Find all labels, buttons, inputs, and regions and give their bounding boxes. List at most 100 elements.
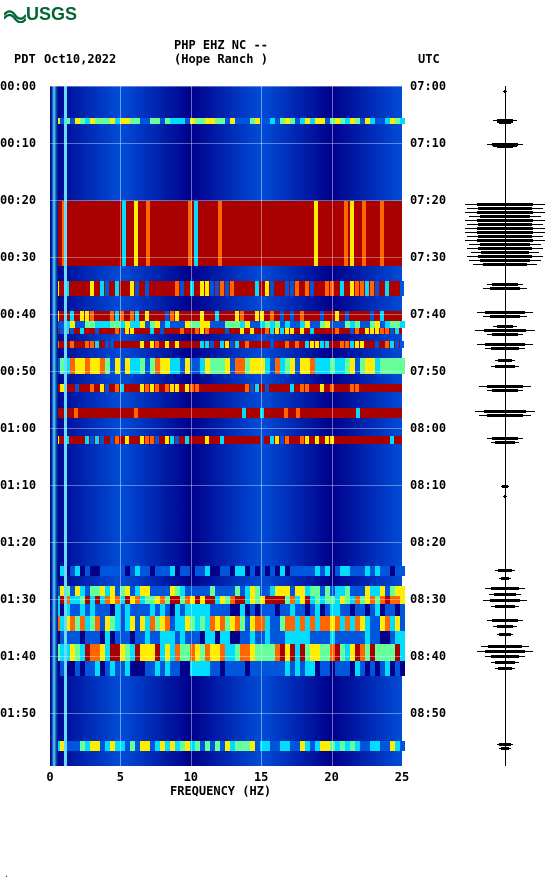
waveform-trace: [478, 209, 531, 210]
footnote: .: [4, 870, 9, 879]
spectrogram-band: [50, 124, 402, 201]
waveform-trace: [497, 327, 514, 328]
waveform-trace: [501, 579, 509, 580]
waveform-trace: [498, 571, 512, 572]
y-tick-left: 00:00: [0, 79, 36, 93]
spectrogram-band: [50, 296, 402, 311]
spectrogram-band: [50, 444, 402, 566]
spectrogram-band: [50, 616, 402, 631]
x-tick: 10: [184, 770, 198, 784]
waveform-trace: [504, 497, 507, 498]
waveform-trace: [495, 607, 515, 608]
waveform-trace: [487, 387, 523, 388]
gridline-v: [261, 86, 262, 766]
waveform-trace: [492, 391, 517, 392]
waveform-trace: [490, 289, 521, 290]
spectrogram-band: [50, 321, 402, 328]
y-tick-right: 08:40: [410, 649, 446, 663]
spectrogram-band: [50, 661, 402, 676]
spectrogram-band: [50, 408, 402, 418]
spectrogram-band: [50, 566, 402, 576]
waveform-trace: [488, 647, 522, 648]
y-tick-right: 07:30: [410, 250, 446, 264]
spectrogram-band: [50, 374, 402, 384]
tz-right-label: UTC: [418, 52, 440, 66]
x-axis-label: FREQUENCY (HZ): [170, 784, 271, 798]
x-tick: 0: [46, 770, 53, 784]
waveform-trace: [485, 652, 524, 653]
waveform-trace: [477, 221, 533, 222]
gridline-h: [50, 143, 402, 144]
spectrogram-band: [50, 596, 402, 604]
y-tick-right: 07:00: [410, 79, 446, 93]
waveform-trace: [495, 443, 515, 444]
spectrogram-plot: [50, 86, 402, 766]
waveform-trace: [498, 361, 512, 362]
waveform-trace: [491, 657, 519, 658]
waveform-trace: [477, 205, 533, 206]
gridline-v: [120, 86, 121, 766]
y-tick-right: 08:20: [410, 535, 446, 549]
gridline-h: [50, 656, 402, 657]
spectrogram-band: [50, 266, 402, 281]
waveform-trace: [484, 412, 526, 413]
y-tick-left: 00:40: [0, 307, 36, 321]
waveform-plot: [464, 86, 546, 766]
y-tick-left: 01:10: [0, 478, 36, 492]
spectrogram-band: [50, 348, 402, 358]
y-tick-right: 08:00: [410, 421, 446, 435]
waveform-trace: [485, 313, 524, 314]
gridline-h: [50, 86, 402, 87]
waveform-trace: [477, 241, 533, 242]
waveform-baseline: [505, 86, 506, 766]
gridline-h: [50, 713, 402, 714]
spectrogram-band: [50, 311, 402, 321]
spectrogram-band: [50, 751, 402, 766]
waveform-trace: [477, 229, 533, 230]
waveform-trace: [495, 663, 515, 664]
y-tick-right: 07:10: [410, 136, 446, 150]
y-tick-right: 08:30: [410, 592, 446, 606]
x-tick: 5: [117, 770, 124, 784]
waveform-trace: [497, 627, 514, 628]
spectrogram-band: [50, 392, 402, 408]
y-tick-left: 01:50: [0, 706, 36, 720]
waveform-trace: [491, 349, 519, 350]
y-tick-left: 00:20: [0, 193, 36, 207]
waveform-trace: [492, 439, 517, 440]
x-tick: 15: [254, 770, 268, 784]
gridline-h: [50, 200, 402, 201]
gridline-v: [332, 86, 333, 766]
y-tick-left: 00:50: [0, 364, 36, 378]
waveform-trace: [501, 749, 509, 750]
spectrogram-band: [50, 676, 402, 741]
waveform-trace: [478, 237, 531, 238]
spectrogram-band: [50, 631, 402, 644]
x-tick: 20: [324, 770, 338, 784]
y-tick-left: 01:20: [0, 535, 36, 549]
y-tick-right: 07:40: [410, 307, 446, 321]
gridline-h: [50, 485, 402, 486]
waveform-trace: [502, 487, 508, 488]
usgs-logo: USGS: [4, 4, 77, 25]
waveform-trace: [478, 257, 531, 258]
tz-left-label: PDT: [14, 52, 36, 66]
y-tick-right: 08:50: [410, 706, 446, 720]
waveform-trace: [495, 367, 515, 368]
waveform-trace: [480, 217, 530, 218]
waveform-trace: [487, 416, 523, 417]
waveform-trace: [481, 253, 529, 254]
gridline-h: [50, 257, 402, 258]
usgs-wave-icon: [4, 7, 26, 23]
spectrogram-band: [50, 341, 402, 348]
waveform-trace: [491, 589, 519, 590]
y-tick-right: 07:20: [410, 193, 446, 207]
y-tick-left: 00:30: [0, 250, 36, 264]
station-id: PHP EHZ NC --: [174, 38, 268, 52]
waveform-trace: [499, 745, 510, 746]
usgs-text: USGS: [26, 4, 77, 24]
x-tick: 25: [395, 770, 409, 784]
y-tick-left: 01:40: [0, 649, 36, 663]
gridline-h: [50, 428, 402, 429]
low-freq-streak: [64, 86, 67, 766]
